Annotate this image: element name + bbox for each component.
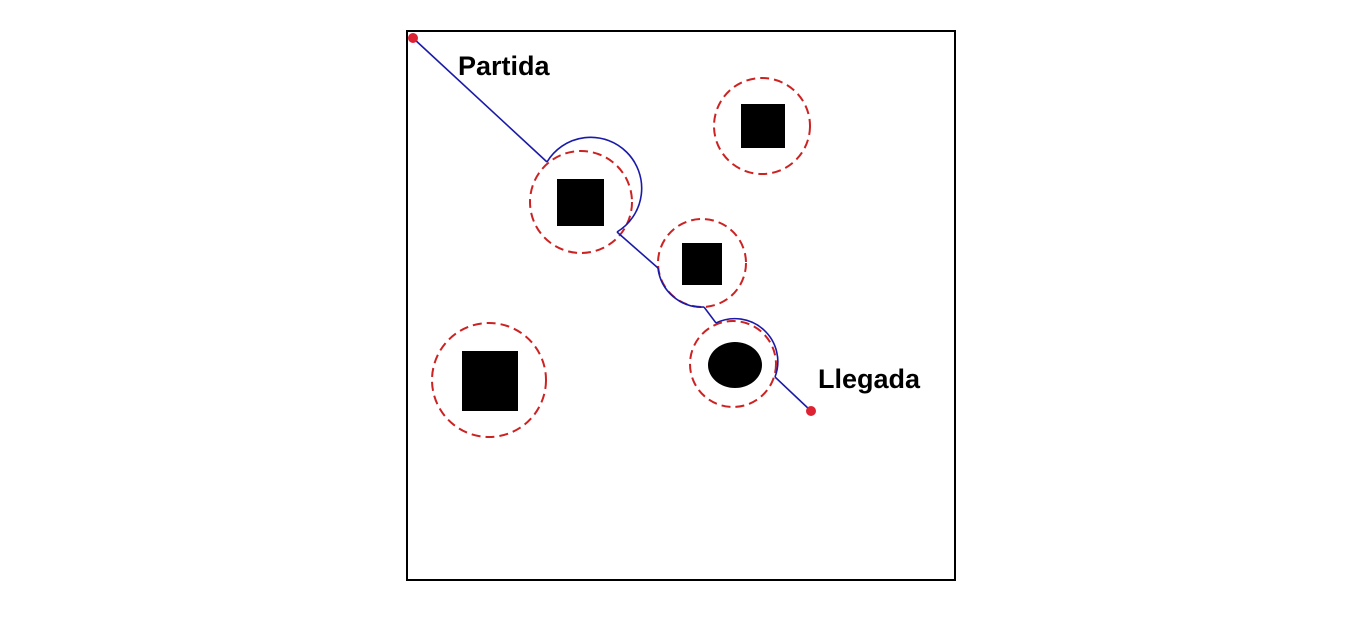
goal-label: Llegada: [818, 364, 921, 394]
safety-margin-1: [529, 150, 633, 254]
obstacle-square-2: [741, 104, 785, 148]
safety-margin-5: [689, 320, 777, 408]
path-segment-2: [616, 231, 659, 269]
path-segment-4: [774, 376, 812, 412]
workspace-border: [406, 30, 956, 581]
obstacle-ellipse: [708, 342, 762, 388]
obstacles: [462, 104, 785, 411]
obstacle-square-1: [557, 179, 604, 226]
safety-margin-2: [713, 77, 811, 175]
start-point: [408, 33, 418, 43]
obstacle-square-3: [682, 243, 722, 285]
obstacle-square-4: [462, 351, 518, 411]
goal-point: [806, 406, 816, 416]
safety-margin-3: [657, 218, 747, 308]
safety-margin-4: [431, 322, 547, 438]
planned-path: [412, 37, 812, 412]
safety-margins: [431, 77, 811, 438]
path-arc-3: [715, 317, 779, 378]
path-segment-1: [412, 37, 548, 163]
path-arc-2: [657, 267, 705, 308]
start-label: Partida: [458, 51, 551, 81]
path-segment-3: [703, 306, 717, 324]
path-arc-1: [546, 136, 643, 233]
